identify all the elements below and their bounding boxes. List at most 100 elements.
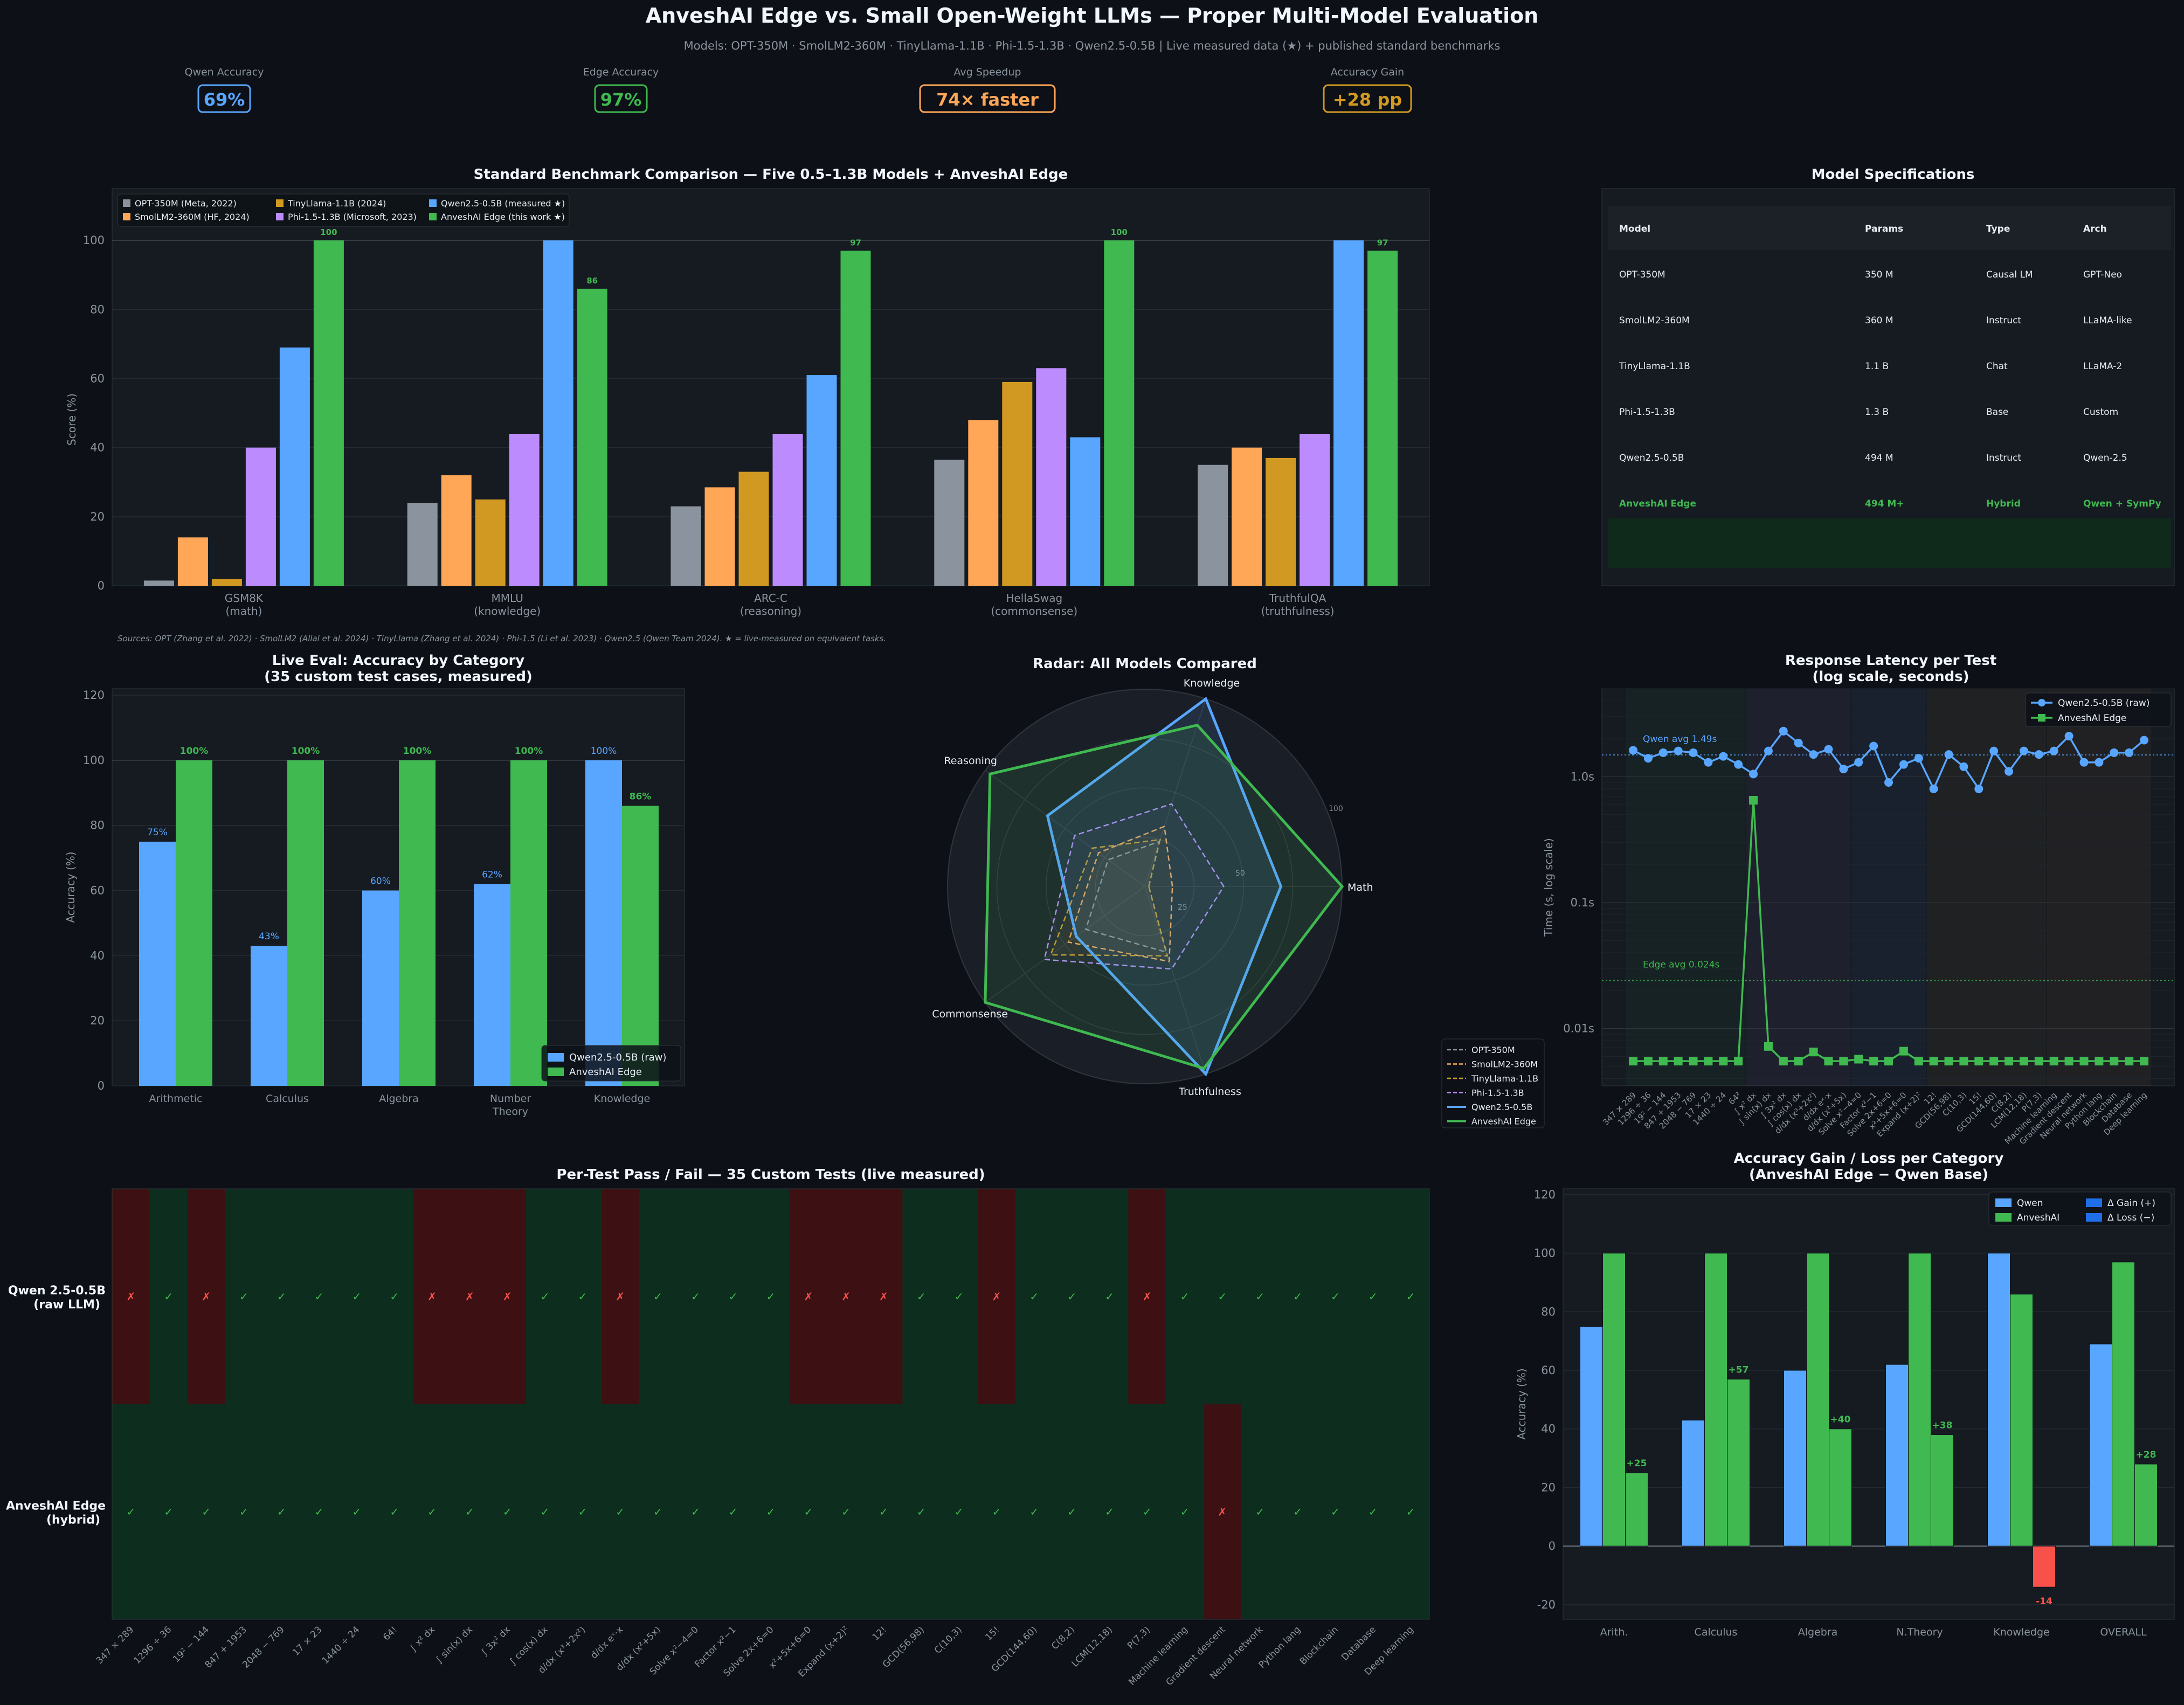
row-label: Qwen 2.5-0.5B	[8, 1284, 106, 1298]
data-point	[1839, 1057, 1848, 1066]
table-cell: TinyLlama-1.1B	[1619, 361, 1690, 372]
row-sublabel: (raw LLM)	[33, 1298, 100, 1312]
heatmap-cell	[752, 1189, 790, 1404]
y-tick-label: 20	[90, 510, 105, 523]
data-point	[2095, 1057, 2104, 1066]
table-header-cell: Type	[1986, 224, 2010, 234]
legend-label: Δ Loss (−)	[2107, 1212, 2154, 1223]
data-label: 100	[1111, 227, 1128, 237]
heatmap-mark: ✓	[1143, 1505, 1152, 1518]
heatmap-cell	[1278, 1404, 1317, 1620]
legend-label: AnveshAI Edge	[1471, 1117, 1536, 1127]
radar-chart: Radar: All Models Compared Math Knowledge R…	[932, 656, 1545, 1128]
legend-box	[1988, 1191, 2172, 1226]
data-label: +28	[2136, 1450, 2157, 1460]
y-tick-label: 60	[90, 884, 105, 897]
bar	[362, 890, 399, 1086]
data-label: -14	[2036, 1596, 2052, 1607]
bar	[2112, 1262, 2135, 1547]
heatmap-mark: ✓	[1180, 1290, 1190, 1303]
table-header-row	[1608, 206, 2171, 250]
data-point	[1839, 765, 1848, 774]
legend-label: OPT-350M	[1471, 1045, 1515, 1055]
data-point	[1674, 1057, 1683, 1066]
row-sublabel: (hybrid)	[46, 1513, 100, 1527]
heatmap-cell	[1354, 1189, 1392, 1404]
heatmap-mark: ✓	[427, 1505, 437, 1518]
table-highlight-row	[1608, 518, 2171, 568]
chart-title: Response Latency per Test	[1785, 653, 1996, 669]
heatmap-cell	[789, 1404, 828, 1620]
x-tick-sublabel: (reasoning)	[740, 605, 801, 618]
heatmap-cell	[337, 1189, 376, 1404]
bar	[1300, 434, 1330, 586]
heatmap-cell	[865, 1189, 903, 1404]
data-point	[2095, 758, 2104, 767]
x-tick-sublabel: (truthfulness)	[1261, 605, 1335, 618]
data-label: +25	[1627, 1458, 1647, 1469]
legend-swatch	[2086, 1198, 2102, 1207]
heatmap-cell	[225, 1404, 263, 1620]
data-point	[2005, 1057, 2014, 1066]
page-title: AnveshAI Edge vs. Small Open-Weight LLMs…	[646, 4, 1539, 27]
bar	[1580, 1326, 1603, 1547]
chart-subtitle: (log scale, seconds)	[1812, 669, 1969, 685]
bar	[1232, 447, 1262, 586]
heatmap-cell	[1278, 1189, 1317, 1404]
radar-series-polygon	[1067, 825, 1173, 962]
data-point	[1658, 1057, 1668, 1066]
x-tick-label: GSM8K	[225, 592, 264, 605]
heatmap-cell	[488, 1189, 527, 1404]
table-cell: Base	[1986, 407, 2008, 418]
data-point	[1629, 1057, 1637, 1066]
heatmap-cell	[789, 1189, 828, 1404]
data-point	[1689, 1057, 1698, 1066]
x-tick-sublabel: (commonsense)	[991, 605, 1077, 618]
y-tick-label: 40	[1541, 1423, 1556, 1436]
bar	[211, 579, 242, 586]
legend-label: AnveshAI Edge (this work ★)	[441, 212, 565, 222]
kpi-row: Qwen Accuracy 69% Edge Accuracy 97% Avg Spee…	[184, 66, 1412, 113]
legend-swatch	[429, 213, 437, 220]
plot-area	[1563, 1188, 2175, 1620]
x-tick-label: 15!	[983, 1624, 1001, 1642]
data-label: 86	[586, 276, 598, 286]
chart-subtitle: (AnveshAI Edge − Qwen Base)	[1749, 1167, 1988, 1183]
x-tick-label: LCM(12,18)	[1070, 1624, 1115, 1669]
heatmap-mark: ✓	[578, 1290, 587, 1303]
heatmap-cell	[865, 1404, 903, 1620]
x-tick-label: N.Theory	[1896, 1626, 1943, 1638]
heatmap-cell	[451, 1404, 489, 1620]
data-label: 100%	[403, 746, 432, 757]
bar	[1036, 368, 1067, 586]
data-point	[1959, 762, 1968, 771]
data-label: 97	[850, 238, 861, 247]
data-point	[1734, 760, 1743, 769]
legend-label: TinyLlama-1.1B	[1471, 1073, 1538, 1084]
heatmap-mark: ✗	[465, 1290, 474, 1303]
kpi-box	[197, 84, 251, 113]
data-point	[2019, 746, 2028, 756]
data-point	[2125, 1057, 2134, 1066]
x-tick-label: C(10,3)	[932, 1624, 964, 1656]
category-band	[1926, 689, 2046, 1086]
table-cell: OPT-350M	[1619, 269, 1665, 280]
y-axis-label: Accuracy (%)	[1515, 1368, 1528, 1439]
table-header-cell: Params	[1865, 224, 1903, 234]
heatmap-mark: ✓	[1105, 1505, 1114, 1518]
heatmap-mark: ✓	[1105, 1290, 1114, 1303]
radar-spoke	[1144, 698, 1206, 887]
heatmap-mark: ✗	[879, 1290, 888, 1303]
chart-title: Per-Test Pass / Fail — 35 Custom Tests (…	[556, 1167, 985, 1183]
data-point	[1658, 748, 1668, 757]
heatmap-cell	[1354, 1404, 1392, 1620]
table-cell: 1.3 B	[1865, 407, 1889, 418]
heatmap-cell	[1241, 1189, 1280, 1404]
table-header-cell: Model	[1619, 224, 1650, 234]
data-point	[1944, 750, 1953, 759]
kpi-box	[1323, 84, 1412, 113]
data-point	[2034, 750, 2043, 759]
data-point	[1824, 745, 1833, 754]
table-cell: 494 M	[1865, 453, 1893, 463]
x-tick-label: Arith.	[1600, 1626, 1628, 1638]
